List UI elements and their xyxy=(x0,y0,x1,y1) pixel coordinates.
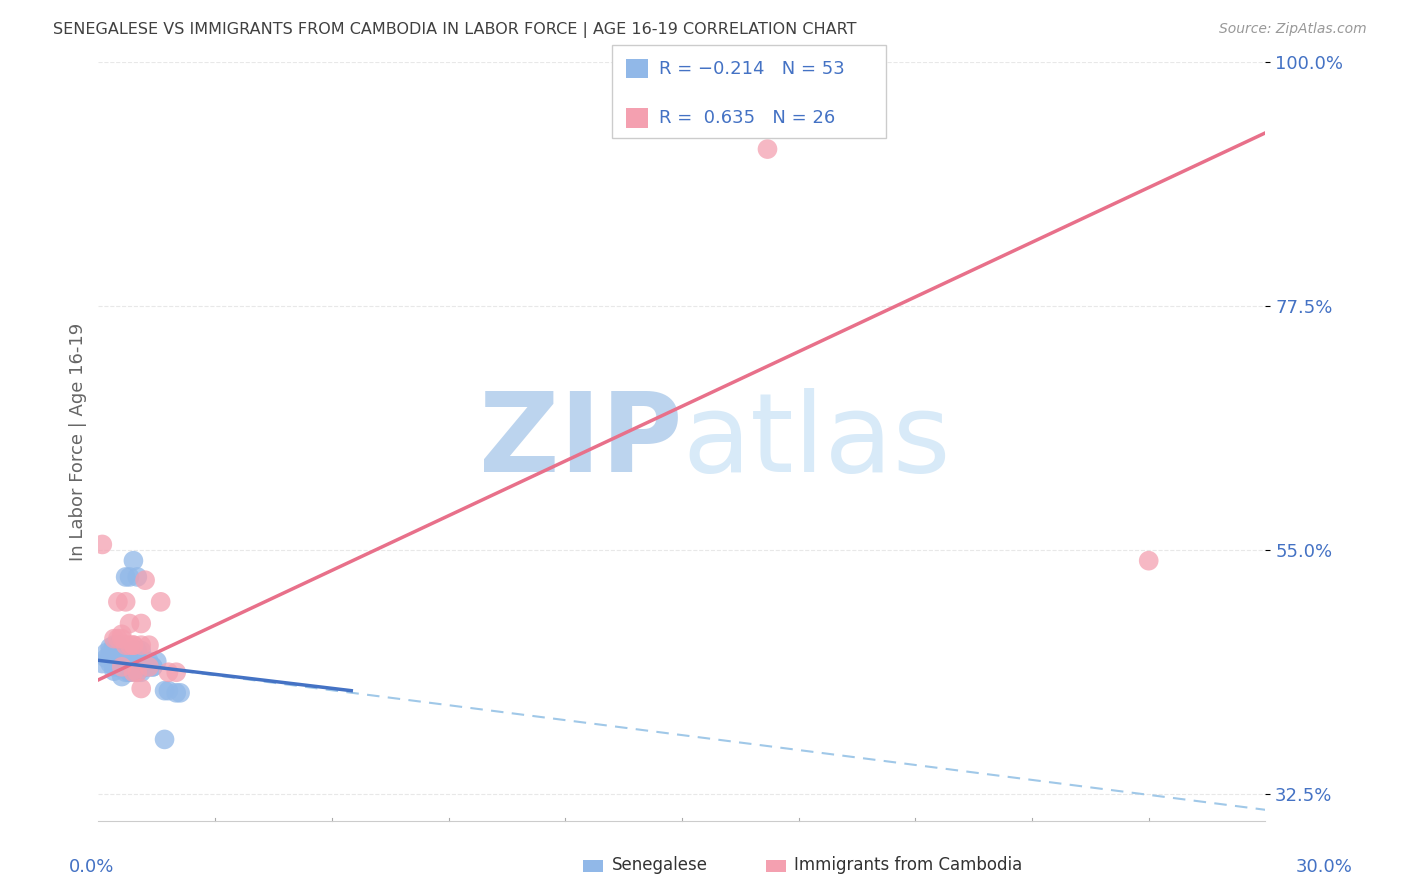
Text: R = −0.214   N = 53: R = −0.214 N = 53 xyxy=(659,60,845,78)
Point xyxy=(107,654,129,669)
Point xyxy=(129,665,152,680)
Point xyxy=(165,686,187,700)
Point xyxy=(98,640,121,655)
Point xyxy=(111,654,134,669)
Point xyxy=(118,665,141,680)
Point xyxy=(114,660,136,674)
Text: 0.0%: 0.0% xyxy=(69,858,114,876)
Point xyxy=(169,686,191,700)
Point xyxy=(129,616,152,631)
Y-axis label: In Labor Force | Age 16-19: In Labor Force | Age 16-19 xyxy=(69,322,87,561)
Point xyxy=(153,732,176,747)
Text: Senegalese: Senegalese xyxy=(612,856,707,874)
Text: ZIP: ZIP xyxy=(478,388,682,495)
Point xyxy=(138,654,160,669)
Point xyxy=(165,665,187,680)
Point xyxy=(103,638,125,652)
Point xyxy=(129,681,152,696)
Point xyxy=(122,638,145,652)
Point xyxy=(114,638,136,652)
Point xyxy=(127,570,149,584)
Point xyxy=(127,643,149,657)
Point xyxy=(96,646,118,660)
Point xyxy=(118,638,141,652)
Point xyxy=(96,651,118,665)
Point xyxy=(157,683,180,698)
Point xyxy=(138,638,160,652)
Point xyxy=(134,660,156,674)
Point xyxy=(142,660,165,674)
Point xyxy=(122,660,145,674)
Point xyxy=(111,669,134,683)
Point xyxy=(111,660,134,674)
Point xyxy=(1137,554,1160,568)
Point xyxy=(149,595,172,609)
Point xyxy=(756,142,779,156)
Point xyxy=(107,632,129,646)
Point xyxy=(111,660,134,674)
Point xyxy=(118,665,141,680)
Text: Immigrants from Cambodia: Immigrants from Cambodia xyxy=(794,856,1022,874)
Point xyxy=(138,660,160,674)
Point xyxy=(122,660,145,674)
Point xyxy=(107,638,129,652)
Point xyxy=(98,657,121,671)
Point xyxy=(103,653,125,667)
Point xyxy=(127,665,149,680)
Point xyxy=(114,570,136,584)
Point xyxy=(107,660,129,674)
Text: 30.0%: 30.0% xyxy=(1296,858,1353,876)
Point xyxy=(103,632,125,646)
Point xyxy=(114,595,136,609)
Point xyxy=(129,643,152,657)
Point xyxy=(103,648,125,663)
Point xyxy=(127,665,149,680)
Point xyxy=(122,643,145,657)
Text: SENEGALESE VS IMMIGRANTS FROM CAMBODIA IN LABOR FORCE | AGE 16-19 CORRELATION CH: SENEGALESE VS IMMIGRANTS FROM CAMBODIA I… xyxy=(53,22,856,38)
Point xyxy=(107,595,129,609)
Point xyxy=(122,554,145,568)
Point xyxy=(146,654,169,669)
Point xyxy=(111,660,134,674)
Point xyxy=(107,660,129,674)
Text: atlas: atlas xyxy=(682,388,950,495)
Point xyxy=(134,573,156,587)
Point xyxy=(157,665,180,680)
Text: R =  0.635   N = 26: R = 0.635 N = 26 xyxy=(659,109,835,127)
Point xyxy=(138,660,160,674)
Point xyxy=(118,616,141,631)
Text: Source: ZipAtlas.com: Source: ZipAtlas.com xyxy=(1219,22,1367,37)
Point xyxy=(111,648,134,663)
Point xyxy=(111,632,134,646)
Point xyxy=(114,654,136,669)
Point xyxy=(107,654,129,669)
Point xyxy=(118,660,141,674)
Point xyxy=(142,660,165,674)
Point xyxy=(103,660,125,674)
Point xyxy=(118,654,141,669)
Point xyxy=(91,657,114,671)
Point xyxy=(122,665,145,680)
Point xyxy=(111,627,134,641)
Point xyxy=(114,660,136,674)
Point xyxy=(98,646,121,660)
Point xyxy=(127,660,149,674)
Point xyxy=(122,638,145,652)
Point xyxy=(129,638,152,652)
Point xyxy=(153,683,176,698)
Point xyxy=(91,537,114,551)
Point xyxy=(134,660,156,674)
Point xyxy=(103,664,125,678)
Point xyxy=(114,665,136,680)
Point xyxy=(118,570,141,584)
